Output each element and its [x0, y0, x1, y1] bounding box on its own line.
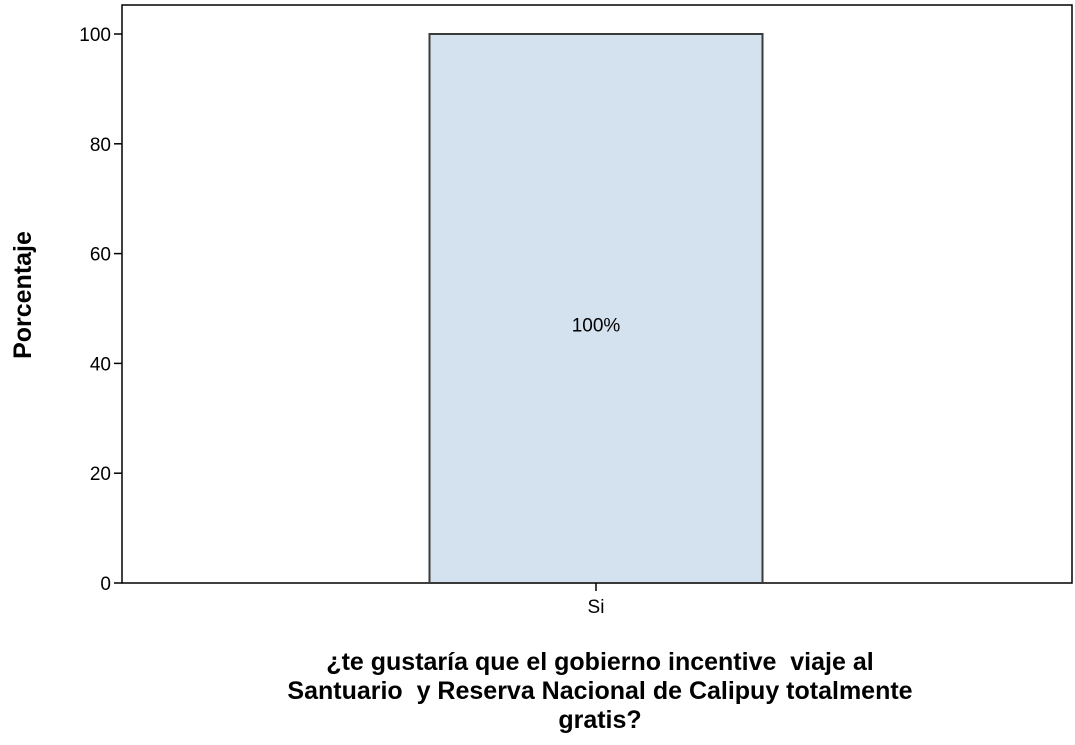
bar-data-label: 100%	[572, 316, 621, 337]
x-axis-ticks: Si	[588, 583, 605, 618]
x-axis-title: ¿te gustaría que el gobierno incentive v…	[100, 648, 1075, 735]
x-tick-label: Si	[588, 597, 605, 618]
x-axis-title-line-3: gratis?	[558, 706, 642, 734]
y-axis-title: Porcentaje	[9, 231, 37, 359]
y-axis-ticks: 0 20 40 60 80 100	[79, 25, 122, 595]
y-tick-label: 40	[90, 354, 111, 375]
y-tick-label: 0	[100, 574, 111, 595]
y-tick-label: 20	[90, 464, 111, 485]
y-tick-label: 100	[79, 25, 111, 46]
bar	[428, 33, 764, 584]
x-axis-title-line-2: Santuario y Reserva Nacional de Calipuy …	[287, 677, 913, 705]
y-tick-label: 80	[90, 135, 111, 156]
x-axis-title-line-1: ¿te gustaría que el gobierno incentive v…	[326, 648, 874, 676]
y-tick-label: 60	[90, 245, 111, 266]
bars-group: 100%	[428, 33, 764, 584]
